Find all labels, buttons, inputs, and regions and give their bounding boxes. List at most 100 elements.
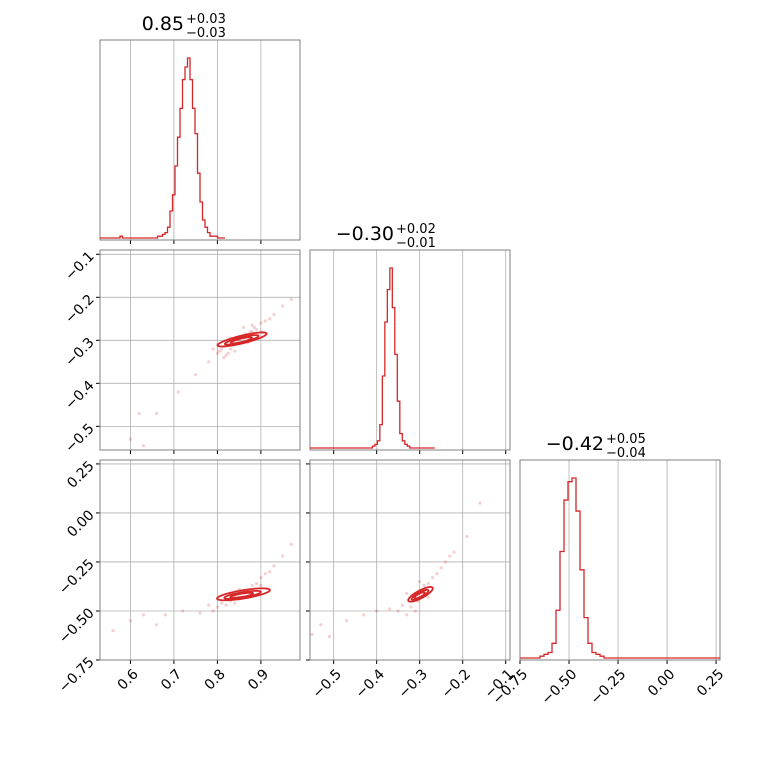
panel-frame <box>99 39 301 241</box>
y-tick-label: −0.2 <box>62 292 97 327</box>
sample-point <box>250 323 254 327</box>
x-tick-label: −0.25 <box>588 666 630 708</box>
x-tick-label: 0.25 <box>694 666 727 699</box>
sample-point <box>220 347 224 351</box>
panel-content <box>111 542 293 633</box>
sample-point <box>233 349 237 353</box>
sample-point <box>289 297 293 302</box>
x-tick-label: 0.8 <box>202 666 229 693</box>
sample-point <box>267 570 272 574</box>
x-tick-label: −0.3 <box>396 666 431 701</box>
sample-point <box>422 583 426 588</box>
sample-point <box>409 605 413 609</box>
x-tick-label: −0.2 <box>439 666 474 701</box>
panel-frame <box>309 459 511 661</box>
contour-level-2 <box>229 336 253 345</box>
sample-point <box>252 325 256 330</box>
sample-point <box>137 411 141 416</box>
sample-point <box>405 613 409 617</box>
histogram-1 <box>310 267 435 449</box>
panel-2-0 <box>96 459 301 664</box>
contour-level-2 <box>229 591 255 599</box>
sample-point <box>163 613 167 617</box>
y-tick-label: 0.25 <box>64 458 97 491</box>
sample-point <box>111 628 115 633</box>
sample-point <box>215 605 219 609</box>
y-tick-label: −0.1 <box>62 249 97 284</box>
sample-point <box>400 603 405 607</box>
sample-point <box>478 501 482 505</box>
sample-point <box>259 583 263 588</box>
sample-point <box>254 327 259 332</box>
sample-point <box>435 572 439 576</box>
x-tick-label: 0.9 <box>245 666 272 693</box>
y-tick-label: −0.25 <box>56 556 98 598</box>
x-tick-label: −0.5 <box>310 666 345 701</box>
panel-1-0 <box>96 249 301 454</box>
sample-point <box>426 581 430 586</box>
sample-point <box>241 325 246 330</box>
sample-point <box>413 609 417 613</box>
sample-point <box>344 619 349 623</box>
sample-point <box>267 317 272 321</box>
param-title-minus-0: −0.03 <box>186 26 226 41</box>
sample-point <box>222 355 226 360</box>
sample-point <box>327 634 331 639</box>
contour-level-0 <box>216 331 268 348</box>
sample-point <box>259 576 263 580</box>
sample-point <box>272 312 276 317</box>
sample-point <box>128 619 133 623</box>
panel-2-1 <box>306 459 511 664</box>
sample-point <box>176 390 180 394</box>
sample-point <box>465 534 469 539</box>
sample-point <box>211 347 215 351</box>
sample-point <box>443 560 448 564</box>
panel-frame <box>519 459 721 661</box>
sample-point <box>215 351 219 355</box>
param-title-plus-1: +0.02 <box>396 222 436 237</box>
contour-level-1 <box>223 334 260 346</box>
contour-level-0 <box>407 586 434 603</box>
sample-point <box>220 601 224 605</box>
sample-point <box>289 542 293 546</box>
sample-point <box>439 566 443 570</box>
contour-level-0 <box>216 587 271 602</box>
contour-level-1 <box>410 588 430 601</box>
param-title-value-2: −0.42 <box>546 433 604 455</box>
panel-content <box>128 297 293 448</box>
sample-point <box>207 360 211 364</box>
y-tick-label: −0.50 <box>56 605 98 647</box>
param-title-minus-2: −0.04 <box>606 446 646 461</box>
param-title-value-0: 0.85 <box>142 13 184 35</box>
sample-point <box>154 411 159 416</box>
sample-point <box>181 609 185 613</box>
x-tick-label: −0.4 <box>353 666 388 701</box>
panel-frame <box>99 459 301 661</box>
sample-point <box>198 611 202 615</box>
sample-point <box>154 623 159 627</box>
x-tick-label: 0.00 <box>645 666 678 699</box>
sample-point <box>387 607 392 611</box>
sample-point <box>248 330 252 334</box>
sample-point <box>362 613 366 617</box>
y-tick-label: −0.4 <box>62 378 97 413</box>
panel-frame <box>99 249 301 451</box>
sample-point <box>228 347 233 351</box>
y-tick-label: −0.5 <box>62 421 97 456</box>
sample-point <box>250 583 254 588</box>
sample-point <box>233 601 237 605</box>
sample-point <box>396 609 400 613</box>
sample-point <box>211 609 215 613</box>
sample-point <box>128 437 133 441</box>
panel-0-0: 0.85 +0.03−0.03 <box>99 12 301 244</box>
sample-point <box>194 373 198 377</box>
contour-level-1 <box>223 589 262 600</box>
panel-2-2: −0.42 +0.05−0.04 <box>519 432 721 664</box>
contour-level-2 <box>413 591 426 600</box>
sample-point <box>263 319 267 323</box>
panel-frame <box>309 249 511 451</box>
y-tick-label: 0.00 <box>64 507 97 540</box>
sample-point <box>259 321 263 325</box>
